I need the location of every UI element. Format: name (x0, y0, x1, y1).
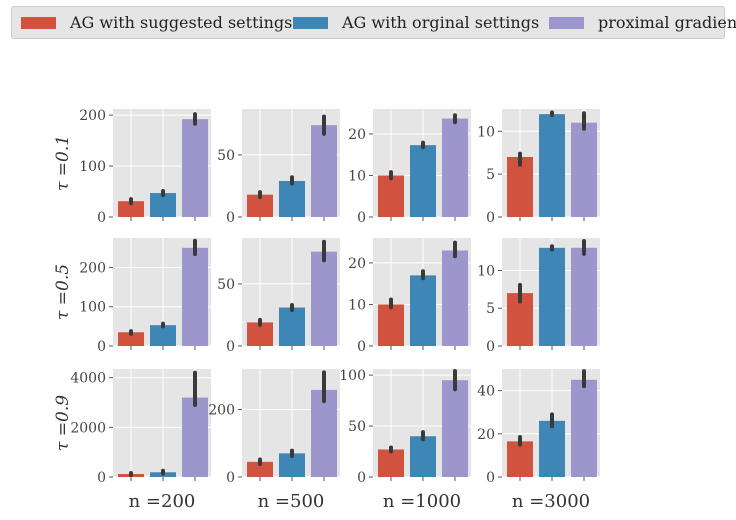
panel-r2-c4-ytick-label: 0 (486, 339, 495, 355)
panel-r1-c4-ytick-label: 5 (486, 167, 495, 183)
panel-r3-c2-bar-3 (311, 389, 337, 477)
panel-r3-c4-ytick-label: 20 (477, 427, 495, 443)
panel-r3-c4-bar-1 (507, 441, 533, 477)
panel-r1-c1-bar-1 (118, 201, 144, 217)
panel-r3-c2-ytick-label: 200 (208, 403, 235, 419)
panel-r3-c3-bar-1 (378, 449, 404, 477)
panel-r1-c1-bar-2 (150, 193, 176, 217)
col-label-2: n =500 (258, 491, 325, 512)
panel-r2-c2-bar-3 (311, 251, 337, 346)
panel-r1-c3-ytick-label: 20 (348, 127, 366, 143)
panel-r2-c1-ytick-label: 200 (79, 260, 106, 276)
legend-label-ag-suggested: AG with suggested settings (70, 13, 293, 32)
panel-r3-c1-ytick-label: 4000 (70, 371, 106, 387)
panel-r3-c4-bar-3 (571, 379, 597, 477)
panel-r3-c3-bar-2 (410, 436, 436, 477)
panel-r3-c4-bar-2 (539, 420, 565, 477)
panel-r2-c2-bar-2 (279, 307, 305, 346)
panel-r3-c4-ytick-label: 0 (486, 470, 495, 486)
panel-r2-c4-ytick-label: 10 (477, 263, 495, 279)
panel-r1-c4-bar-3 (571, 122, 597, 217)
panel-r1-c4-bar-1 (507, 157, 533, 217)
panel-r1-c2-ytick-label: 50 (217, 148, 235, 164)
panel-r1-c3-bar-2 (410, 145, 436, 217)
panel-r1-c4-bar-2 (539, 114, 565, 217)
row-label-1: τ =0.1 (53, 135, 73, 191)
row-label-3: τ =0.9 (53, 395, 73, 451)
panel-r1-c1-ytick-label: 100 (79, 159, 106, 175)
panel-r1-c3-bar-3 (442, 118, 468, 217)
panel-r1-c1-ytick-label: 0 (97, 210, 106, 226)
panel-r1-c2-bar-3 (311, 125, 337, 217)
legend-swatch-proximal-gradient (549, 16, 584, 29)
panel-r2-c1-bar-1 (118, 332, 144, 346)
legend-item-ag-suggested: AG with suggested settings (21, 7, 292, 38)
panel-r1-c3-bar-1 (378, 175, 404, 217)
panel-r2-c2-ytick-label: 0 (226, 339, 235, 355)
panel-r1-c3-ytick-label: 10 (348, 168, 366, 184)
legend-swatch-ag-original (293, 16, 328, 29)
panel-r2-c3-bar-2 (410, 275, 436, 346)
panel-r2-c2-bar-1 (247, 322, 273, 346)
col-label-3: n =1000 (383, 491, 461, 512)
panel-r1-c1-ytick-label: 200 (79, 108, 106, 124)
panel-r2-c2-ytick-label: 50 (217, 277, 235, 293)
panel-r3-c1-ytick-label: 0 (97, 470, 106, 486)
panel-r3-c3-ytick-label: 100 (339, 368, 366, 384)
panel-r2-c1-ytick-label: 100 (79, 300, 106, 316)
panel-r3-c3-ytick-label: 50 (348, 419, 366, 435)
panel-r2-c4-ytick-label: 5 (486, 301, 495, 317)
legend-item-proximal-gradient: proximal gradient (549, 7, 736, 38)
legend-label-ag-original: AG with orginal settings (342, 13, 540, 32)
panel-r2-c3-ytick-label: 10 (348, 297, 366, 313)
panel-r1-c1-bar-3 (182, 119, 208, 217)
panel-r2-c1-bar-3 (182, 247, 208, 346)
panel-r3-c4-ytick-label: 40 (477, 384, 495, 400)
panel-r2-c3-ytick-label: 20 (348, 256, 366, 272)
col-label-1: n =200 (129, 491, 196, 512)
panel-r3-c2-ytick-label: 0 (226, 470, 235, 486)
panel-r1-c4-ytick-label: 10 (477, 124, 495, 140)
panel-r2-c1-ytick-label: 0 (97, 339, 106, 355)
panel-r2-c3-bar-1 (378, 304, 404, 346)
row-label-2: τ =0.5 (53, 264, 73, 320)
panel-r1-c4-ytick-label: 0 (486, 210, 495, 226)
panel-r3-c2-bar-2 (279, 453, 305, 477)
panel-r3-c2-bar-1 (247, 461, 273, 477)
panel-r1-c2-bar-1 (247, 194, 273, 217)
panel-r1-c2-bar-2 (279, 181, 305, 217)
panel-r3-c1-ytick-label: 2000 (70, 420, 106, 436)
legend-item-ag-original: AG with orginal settings (293, 7, 539, 38)
panel-r2-c1-bar-2 (150, 325, 176, 346)
panel-r3-c3-bar-3 (442, 380, 468, 477)
panel-r2-c3-bar-3 (442, 250, 468, 346)
panel-r1-c2-ytick-label: 0 (226, 210, 235, 226)
legend-label-proximal-gradient: proximal gradient (598, 13, 736, 32)
panel-r3-c3-ytick-label: 0 (357, 470, 366, 486)
col-label-4: n =3000 (512, 491, 590, 512)
panel-r2-c4-bar-3 (571, 247, 597, 346)
panel-r3-c1-bar-3 (182, 397, 208, 477)
panel-r2-c4-bar-2 (539, 247, 565, 346)
legend-swatch-ag-suggested (21, 16, 56, 29)
legend: AG with suggested settings AG with orgin… (11, 6, 736, 39)
panel-r1-c3-ytick-label: 0 (357, 210, 366, 226)
panel-r2-c3-ytick-label: 0 (357, 339, 366, 355)
